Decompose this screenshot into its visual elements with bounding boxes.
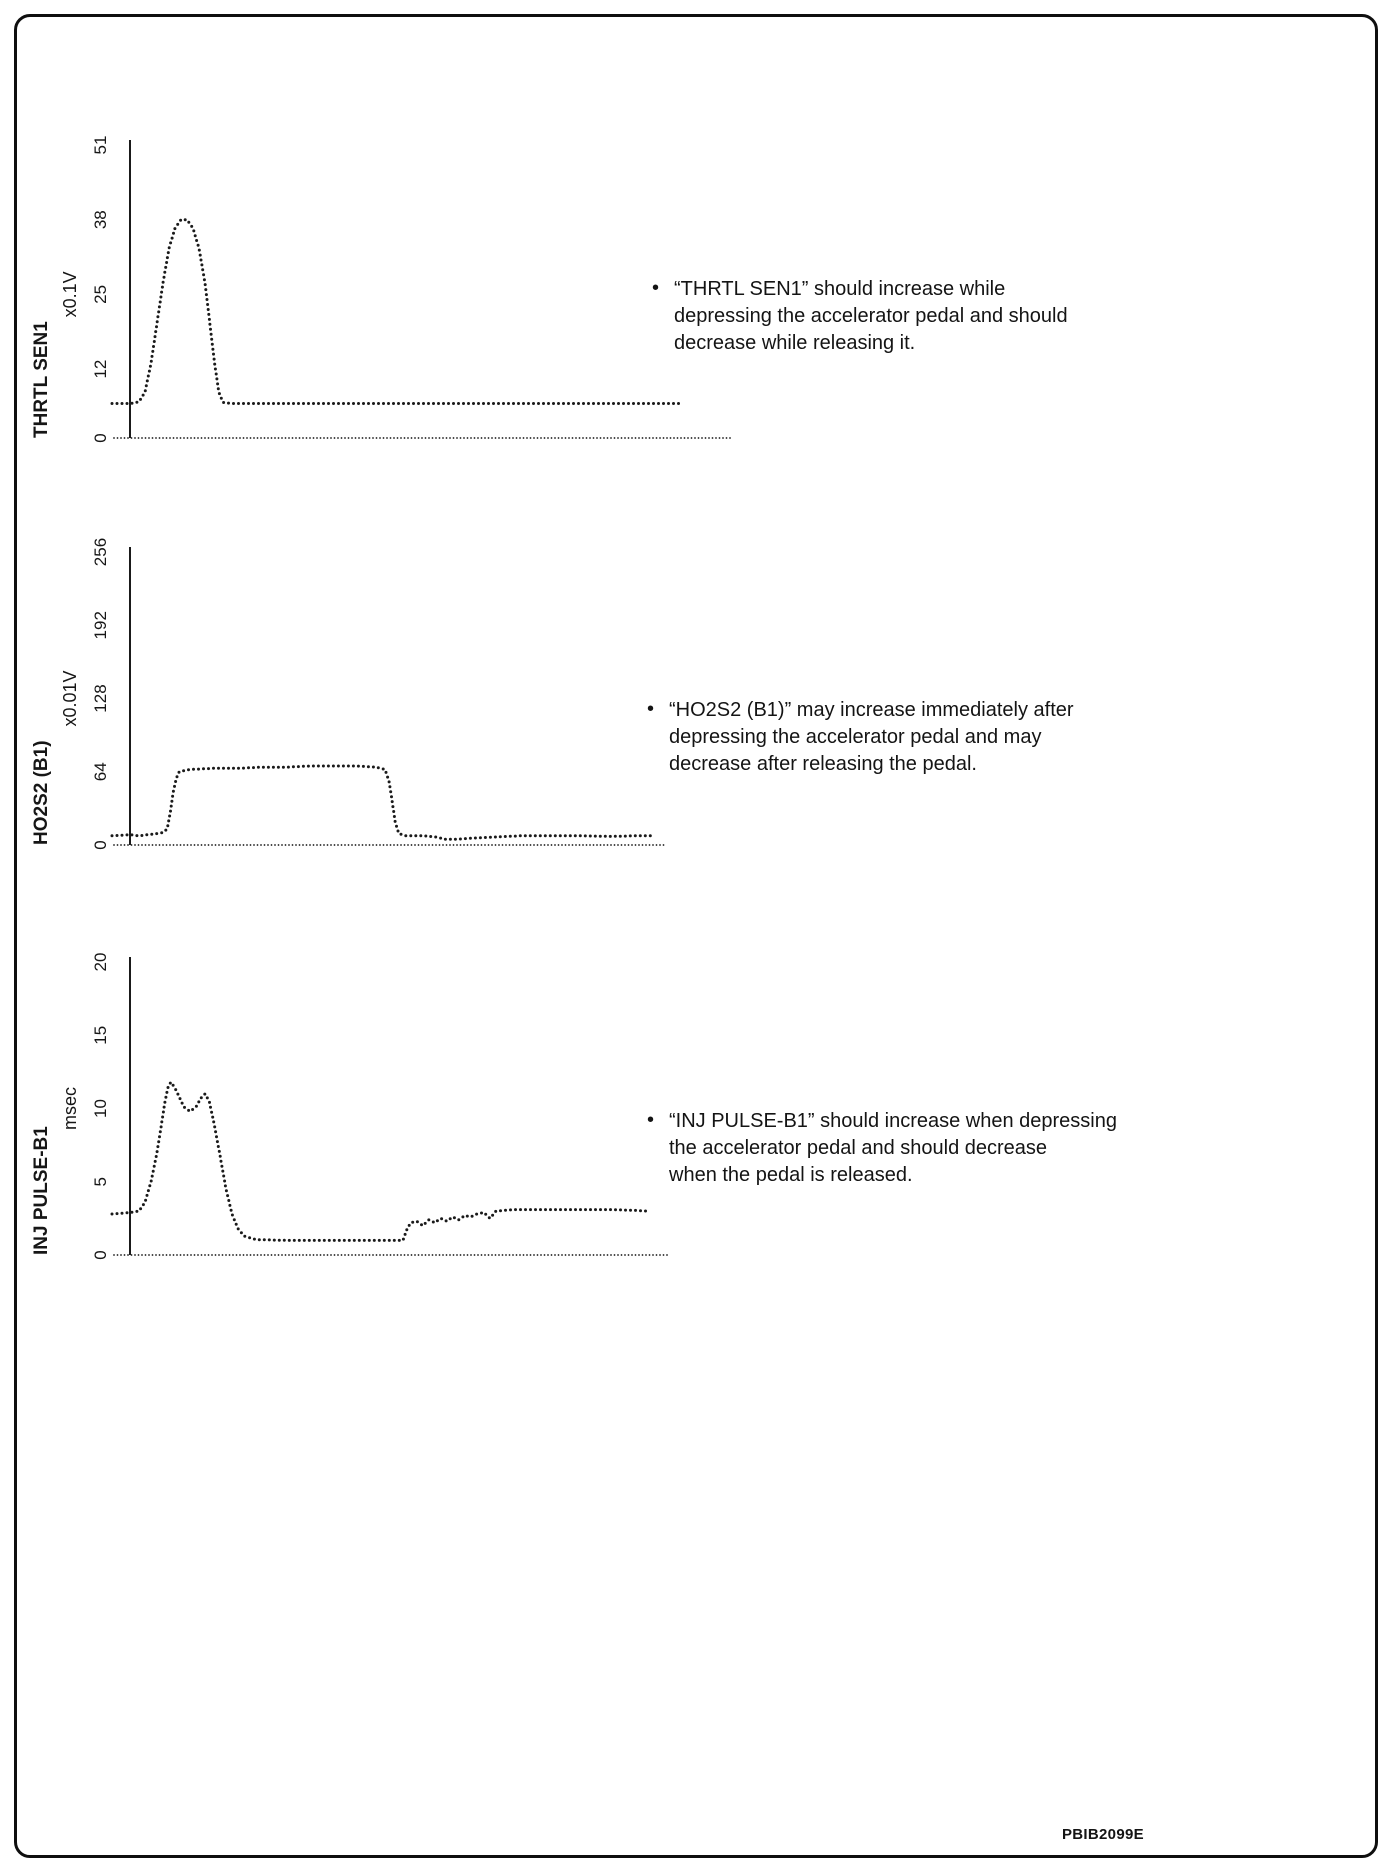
tick-label: 51 bbox=[91, 136, 110, 155]
tick-label: 192 bbox=[91, 611, 110, 639]
tick-labels: 0 12 25 38 51 bbox=[91, 136, 110, 443]
tick-label: 5 bbox=[91, 1177, 110, 1186]
tick-label: 25 bbox=[91, 285, 110, 304]
tick-label: 20 bbox=[91, 953, 110, 972]
note-text-line: depressing the accelerator pedal and may bbox=[669, 726, 1042, 748]
note-ho2s2-b1: “HO2S2 (B1)” may increase immediately af… bbox=[643, 696, 1074, 778]
chart-ho2s2-b1: 0 64 128 192 256 x0.01V HO2S2 (B1) bbox=[20, 537, 740, 867]
note-text-line: decrease after releasing the pedal. bbox=[669, 753, 977, 775]
axis-unit: x0.1V bbox=[60, 271, 80, 317]
baseline-dotted bbox=[113, 437, 731, 439]
tick-labels: 0 5 10 15 20 bbox=[91, 953, 110, 1260]
chart-svg-inj-pulse-b1: 0 5 10 15 20 msec INJ PULSE-B1 bbox=[31, 953, 668, 1260]
tick-label: 0 bbox=[91, 1250, 110, 1259]
axis-unit: x0.01V bbox=[60, 670, 80, 726]
tick-label: 64 bbox=[91, 762, 110, 781]
note-text-line: depressing the accelerator pedal and sho… bbox=[674, 305, 1068, 327]
axis-title: HO2S2 (B1) bbox=[31, 740, 52, 845]
baseline-dotted bbox=[113, 844, 665, 846]
chart-thrtl-sen1: 0 12 25 38 51 x0.1V THRTL SEN1 bbox=[20, 130, 740, 460]
baseline-dotted bbox=[113, 1254, 668, 1256]
tick-label: 0 bbox=[91, 840, 110, 849]
tick-label: 256 bbox=[91, 538, 110, 566]
tick-label: 128 bbox=[91, 684, 110, 712]
trace-thrtl-sen1 bbox=[110, 218, 680, 405]
axis-title: THRTL SEN1 bbox=[31, 321, 52, 438]
chart-svg-ho2s2-b1: 0 64 128 192 256 x0.01V HO2S2 (B1) bbox=[31, 538, 665, 850]
trace-inj-pulse-b1 bbox=[110, 1081, 647, 1242]
note-text-line: “THRTL SEN1” should increase while bbox=[674, 278, 1006, 300]
axis-title: INJ PULSE-B1 bbox=[31, 1126, 52, 1255]
note-text-line: the accelerator pedal and should decreas… bbox=[669, 1137, 1048, 1159]
figure-code: PBIB2099E bbox=[1062, 1826, 1144, 1843]
tick-label: 10 bbox=[91, 1099, 110, 1118]
note-text-line: decrease while releasing it. bbox=[674, 332, 916, 354]
chart-svg-thrtl-sen1: 0 12 25 38 51 x0.1V THRTL SEN1 bbox=[31, 136, 731, 443]
tick-label: 38 bbox=[91, 210, 110, 229]
note-text-line: “INJ PULSE-B1” should increase when depr… bbox=[669, 1110, 1117, 1132]
note-thrtl-sen1: “THRTL SEN1” should increase while depre… bbox=[648, 275, 1068, 357]
tick-labels: 0 64 128 192 256 bbox=[91, 538, 110, 850]
note-text-line: when the pedal is released. bbox=[669, 1164, 913, 1186]
chart-inj-pulse-b1: 0 5 10 15 20 msec INJ PULSE-B1 bbox=[20, 947, 740, 1277]
note-text-line: “HO2S2 (B1)” may increase immediately af… bbox=[669, 699, 1074, 721]
axis-unit: msec bbox=[60, 1087, 80, 1130]
note-inj-pulse-b1: “INJ PULSE-B1” should increase when depr… bbox=[643, 1107, 1117, 1189]
tick-label: 15 bbox=[91, 1026, 110, 1045]
tick-label: 0 bbox=[91, 433, 110, 442]
trace-ho2s2-b1 bbox=[110, 764, 652, 841]
tick-label: 12 bbox=[91, 360, 110, 379]
